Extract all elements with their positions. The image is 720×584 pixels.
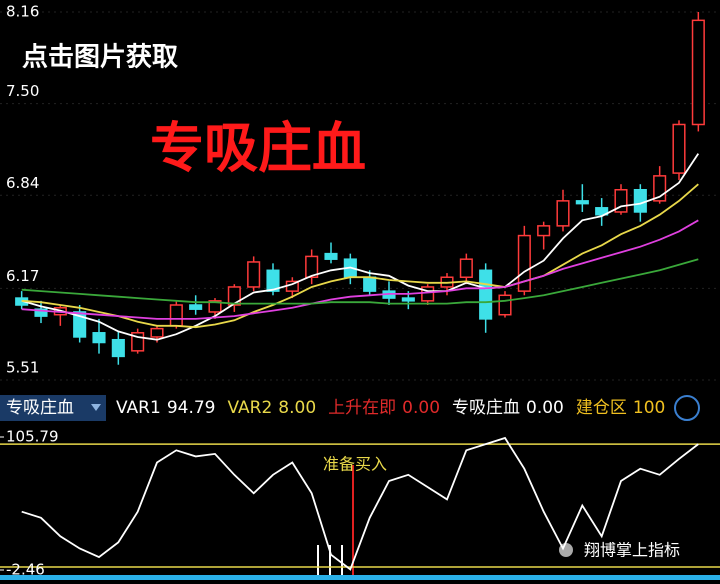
item-value: 100 bbox=[633, 398, 665, 418]
caption: 点击图片获取 bbox=[22, 42, 178, 73]
candle-body bbox=[305, 255, 319, 278]
candle-body bbox=[653, 175, 667, 202]
candle-body bbox=[459, 258, 473, 278]
item-value: 94.79 bbox=[167, 398, 216, 418]
y-tick-label: 5.51 bbox=[6, 359, 39, 377]
candle-body bbox=[208, 300, 222, 313]
candle-body bbox=[227, 286, 241, 306]
candle-body bbox=[421, 286, 435, 302]
candle-body bbox=[633, 189, 647, 213]
candle-body bbox=[247, 261, 261, 288]
candle-body bbox=[92, 332, 106, 344]
headline: 专吸庄血 bbox=[150, 117, 366, 180]
candle-body bbox=[672, 123, 686, 174]
candle-body bbox=[189, 304, 203, 310]
candle-body bbox=[537, 225, 551, 237]
y-tick-label: 6.84 bbox=[6, 174, 39, 192]
candle-body bbox=[556, 200, 570, 227]
indicator-name[interactable]: 专吸庄血 bbox=[6, 398, 74, 418]
moving-average bbox=[21, 219, 699, 320]
y-tick-label: 105.79 bbox=[6, 428, 59, 446]
candle-body bbox=[324, 252, 338, 260]
watermark: 翔博掌上指标 bbox=[584, 541, 680, 560]
dropdown-arrow[interactable] bbox=[91, 404, 101, 411]
item-value: 0.00 bbox=[402, 398, 440, 418]
y-tick-label: -2.46 bbox=[6, 561, 45, 579]
candle-body bbox=[614, 189, 628, 213]
candle-body bbox=[266, 269, 280, 292]
candle-body bbox=[595, 207, 609, 216]
icon bbox=[674, 395, 700, 421]
candle-body bbox=[479, 269, 493, 320]
indicator-select[interactable] bbox=[0, 395, 106, 421]
moving-average bbox=[21, 183, 699, 329]
candle-body bbox=[34, 308, 48, 317]
candle-body bbox=[575, 200, 589, 205]
y-tick-label: 7.50 bbox=[6, 82, 39, 100]
moving-average bbox=[21, 153, 700, 341]
item-name: 上升在即 bbox=[328, 398, 396, 418]
candle-body bbox=[111, 338, 125, 358]
zone-bar bbox=[0, 575, 720, 580]
y-tick-label: 8.16 bbox=[6, 3, 39, 21]
item-name: VAR2 bbox=[227, 398, 272, 418]
candle-body bbox=[691, 19, 705, 126]
candle-body bbox=[363, 276, 377, 292]
candle-body bbox=[131, 332, 145, 352]
candle-body bbox=[498, 294, 512, 316]
candle-body bbox=[517, 234, 531, 292]
item-name: 建仓区 bbox=[576, 398, 627, 418]
moving-average bbox=[21, 258, 699, 305]
y-tick-label: 6.17 bbox=[6, 267, 39, 285]
candle-body bbox=[169, 304, 183, 327]
annotation: 准备买入 bbox=[323, 455, 387, 474]
candle-body bbox=[150, 327, 164, 338]
item-value: 8.00 bbox=[278, 398, 316, 418]
item-name: 专吸庄血 bbox=[452, 398, 520, 418]
indicator-line bbox=[21, 436, 699, 571]
candle-body bbox=[401, 297, 415, 302]
item-name: VAR1 bbox=[116, 398, 161, 418]
candle-body bbox=[73, 311, 87, 338]
item-value: 0.00 bbox=[526, 398, 564, 418]
